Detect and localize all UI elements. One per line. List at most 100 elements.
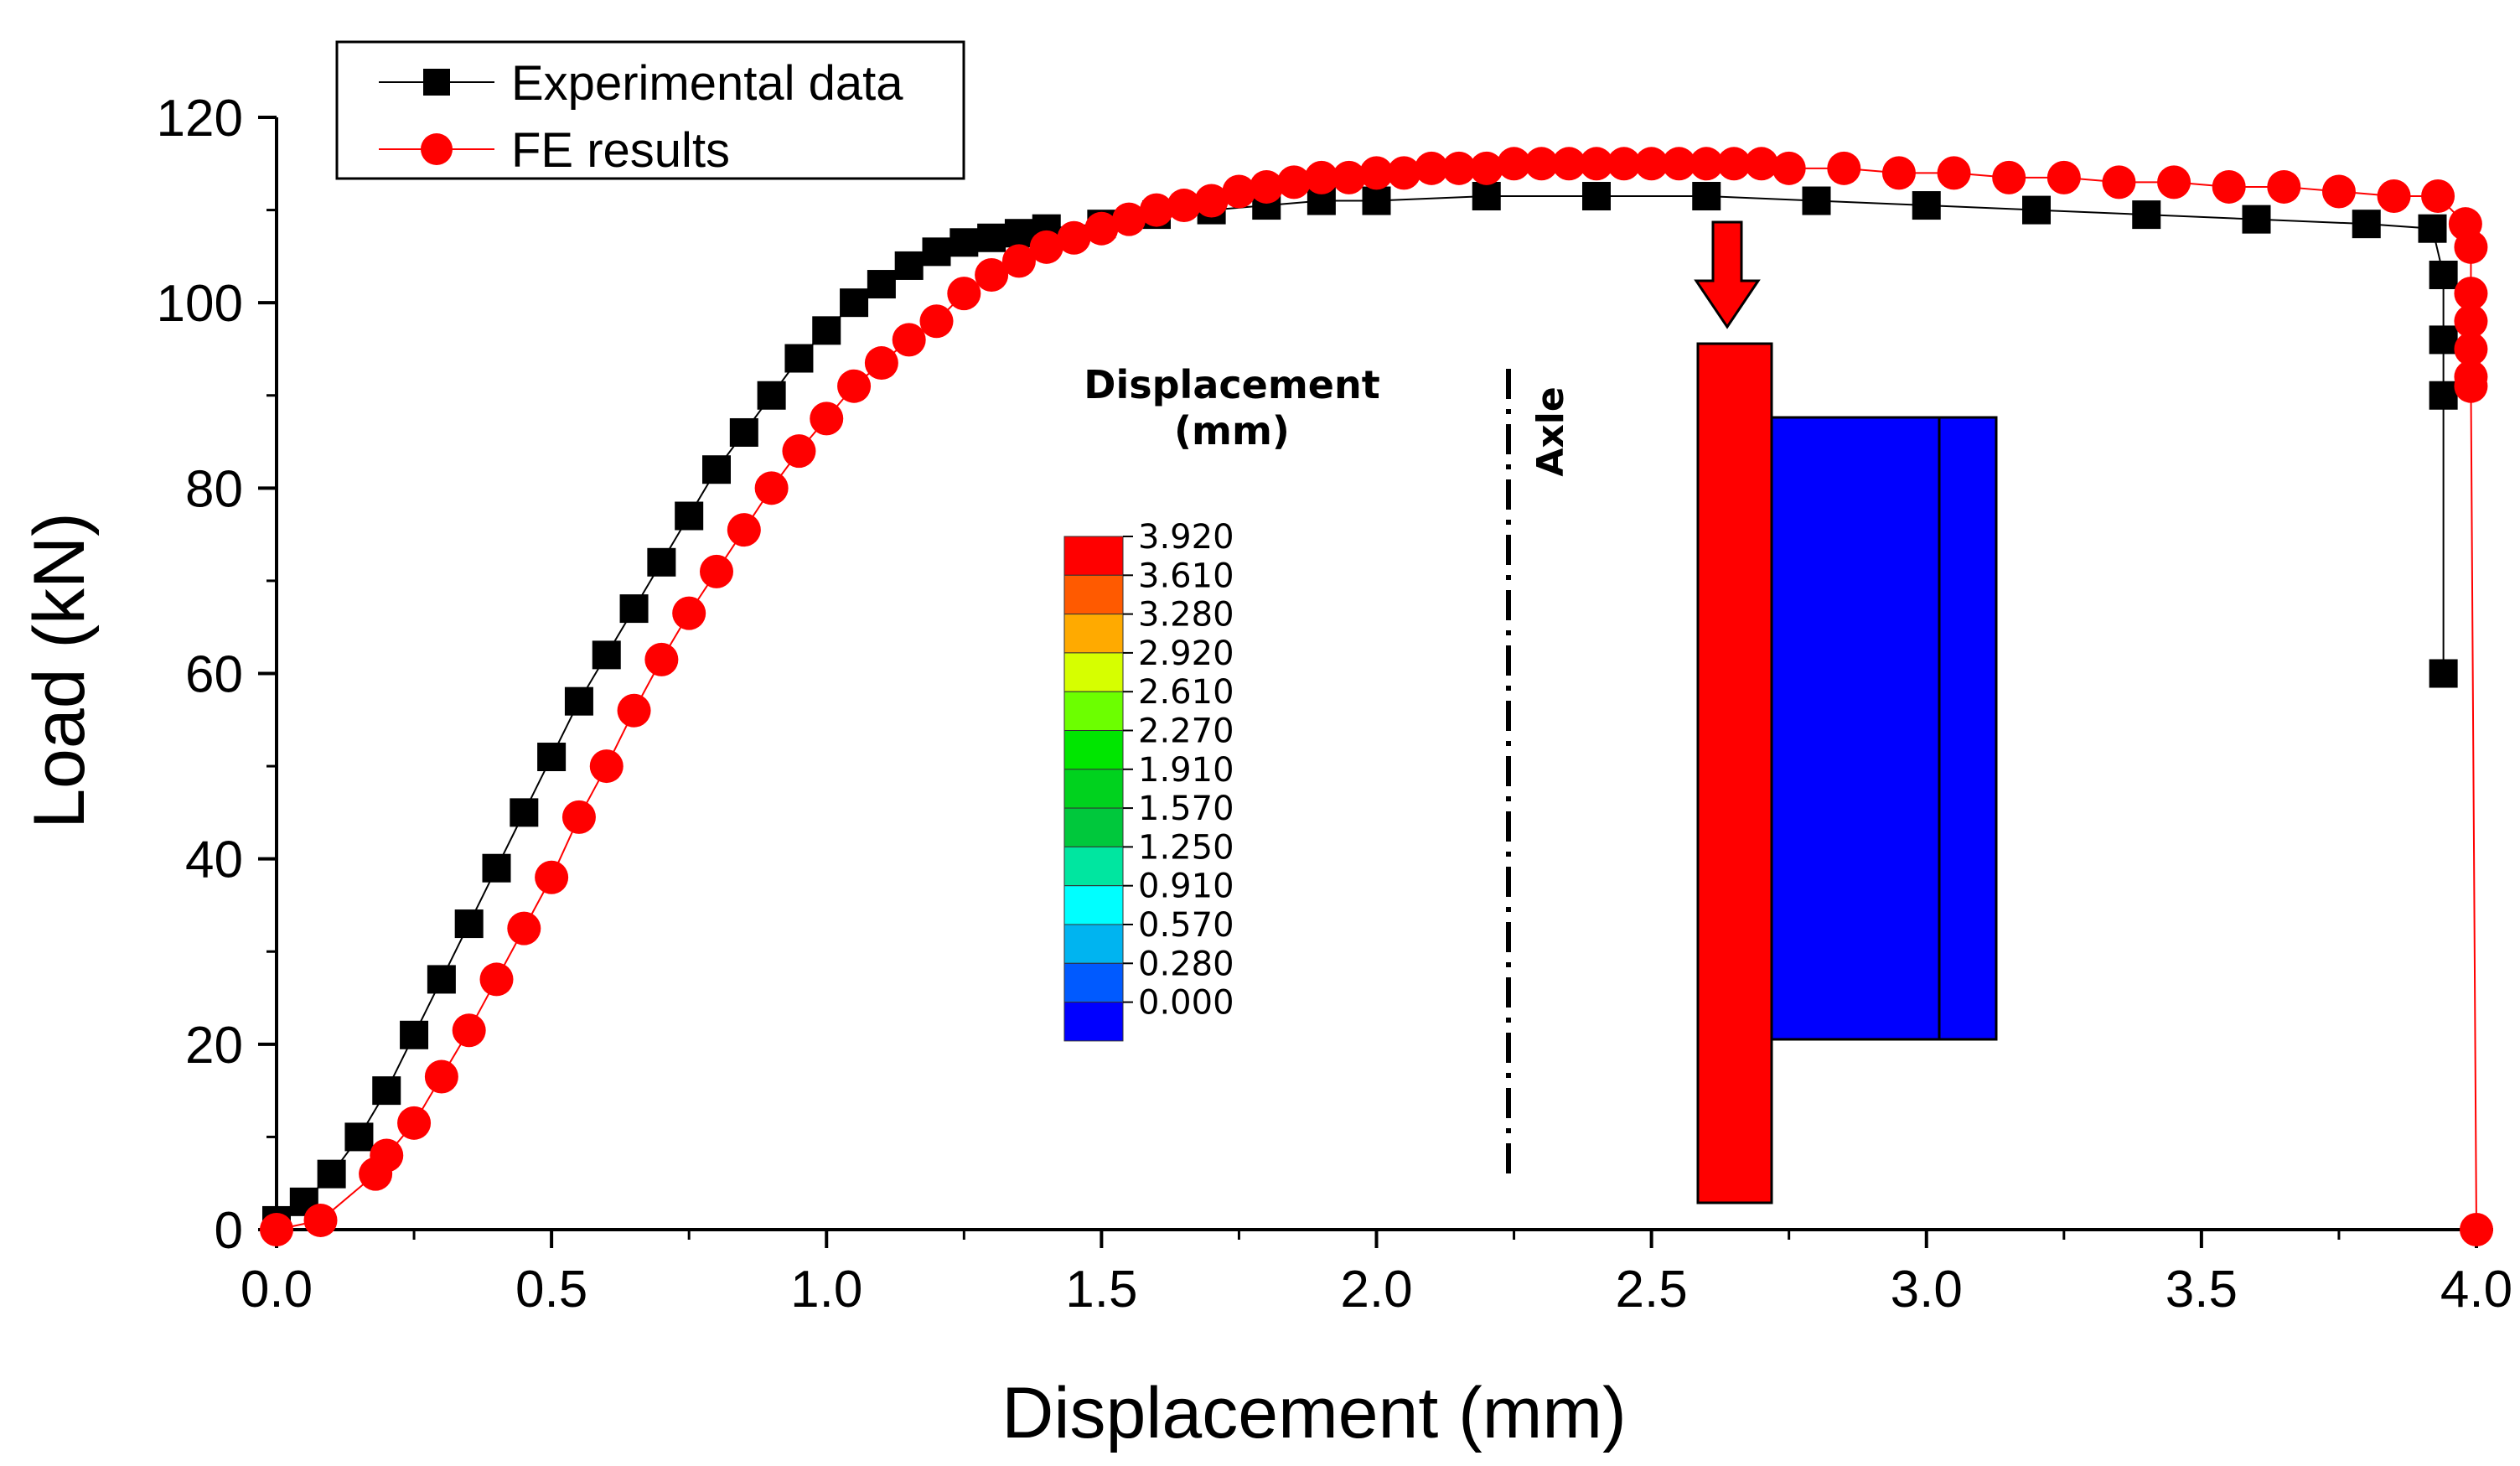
colorbar-label: 0.000 (1138, 984, 1234, 1023)
colorbar-label: 3.610 (1138, 557, 1234, 595)
data-point-circle (1937, 156, 1971, 190)
colorbar-label: 2.270 (1138, 712, 1234, 751)
colorbar-cell (1063, 536, 1124, 576)
data-point-square (1692, 181, 1721, 210)
series-line (276, 163, 2477, 1230)
data-point-square (840, 288, 869, 318)
colorbar-label: 0.570 (1138, 906, 1234, 945)
data-point-square (1912, 191, 1941, 220)
data-point-circle (1992, 160, 2026, 194)
data-point-square (537, 743, 567, 772)
data-point-circle (1140, 193, 1173, 227)
data-point-square (592, 640, 621, 670)
data-point-circle (1167, 189, 1201, 223)
data-point-circle (561, 800, 596, 834)
data-point-circle (2267, 169, 2301, 204)
specimen-block-left (1770, 416, 1941, 1041)
colorbar: 3.9203.6103.2802.9202.6102.2701.9101.570… (1063, 518, 1234, 1042)
data-point-circle (727, 513, 761, 547)
data-point-square (564, 686, 593, 716)
y-tick-label: 80 (185, 460, 243, 518)
data-point-circle (2421, 179, 2455, 213)
data-point-square (2022, 195, 2051, 225)
data-point-square (1472, 181, 1501, 210)
data-point-circle (1250, 169, 1284, 204)
colorbar-cell (1063, 614, 1124, 654)
data-point-circle (1744, 147, 1778, 181)
data-point-square (2429, 325, 2458, 355)
colorbar-label: 3.280 (1138, 596, 1234, 635)
colorbar-label: 1.250 (1138, 828, 1234, 867)
data-point-circle (1029, 230, 1063, 264)
data-point-square (1004, 219, 1033, 248)
data-point-square (922, 237, 951, 267)
data-point-circle (2454, 304, 2488, 339)
data-point-circle (1441, 151, 1476, 185)
colorbar-label: 0.280 (1138, 945, 1234, 983)
data-point-circle (837, 369, 872, 403)
data-point-square (1802, 186, 1831, 215)
data-point-circle (672, 596, 706, 630)
data-point-circle (644, 642, 679, 676)
data-point-square (2429, 659, 2458, 688)
colorbar-label: 0.910 (1138, 868, 1234, 906)
data-point-square (619, 594, 649, 624)
data-point-square (2429, 260, 2458, 289)
data-point-circle (507, 911, 541, 945)
data-point-circle (397, 1106, 432, 1140)
series-line (276, 194, 2445, 1221)
data-point-circle (892, 323, 926, 357)
data-point-square (729, 417, 758, 447)
data-point-circle (1497, 147, 1531, 181)
colorbar-label: 2.920 (1138, 635, 1234, 673)
data-point-square (950, 228, 979, 257)
data-point-circle (782, 434, 816, 469)
data-point-circle (617, 693, 651, 728)
data-point-circle (810, 401, 844, 436)
x-tick-label: 3.0 (1891, 1261, 1963, 1318)
data-point-circle (589, 749, 624, 784)
legend-label-fe: FE results (511, 123, 730, 178)
data-point-circle (1057, 220, 1091, 255)
data-point-square (2352, 210, 2381, 239)
data-point-circle (2454, 277, 2488, 311)
data-point-circle (947, 277, 981, 311)
data-point-circle (1827, 151, 1861, 185)
data-point-square (867, 270, 896, 299)
x-axis-title: Displacement (mm) (1001, 1373, 1626, 1453)
colorbar-cell (1063, 652, 1124, 692)
data-point-square (400, 1020, 429, 1049)
punch-block (1696, 342, 1773, 1204)
colorbar-title-line2: (mm) (1174, 408, 1290, 453)
data-point-square (344, 1122, 374, 1152)
colorbar-cell (1063, 807, 1124, 847)
x-tick-label: 3.5 (2166, 1261, 2238, 1318)
data-point-square (2242, 205, 2271, 234)
legend-label-experimental: Experimental data (511, 56, 903, 111)
axle-label: Axle (1529, 386, 1572, 476)
colorbar-label: 2.610 (1138, 673, 1234, 712)
colorbar-cell (1063, 885, 1124, 925)
data-point-circle (2157, 165, 2191, 199)
data-point-circle (1607, 147, 1641, 181)
colorbar-cell (1063, 691, 1124, 732)
data-point-circle (1332, 160, 1366, 194)
data-point-square (2132, 200, 2161, 230)
series-layer (260, 147, 2493, 1246)
data-point-circle (2321, 174, 2356, 209)
data-point-circle (1194, 184, 1229, 218)
data-point-circle (1277, 165, 1312, 199)
legend-item-fe: FE results (379, 123, 730, 178)
data-point-square (675, 501, 704, 531)
data-point-circle (919, 304, 954, 339)
data-point-square (784, 344, 814, 373)
legend-marker-circle (421, 133, 453, 165)
colorbar-cell (1063, 924, 1124, 964)
data-point-circle (754, 471, 789, 505)
y-axis-title: Load (kN) (19, 512, 100, 829)
data-point-circle (2212, 169, 2246, 204)
data-point-circle (1881, 156, 1916, 190)
data-point-square (427, 965, 456, 994)
data-point-square (510, 798, 539, 827)
colorbar-label: 1.910 (1138, 751, 1234, 790)
